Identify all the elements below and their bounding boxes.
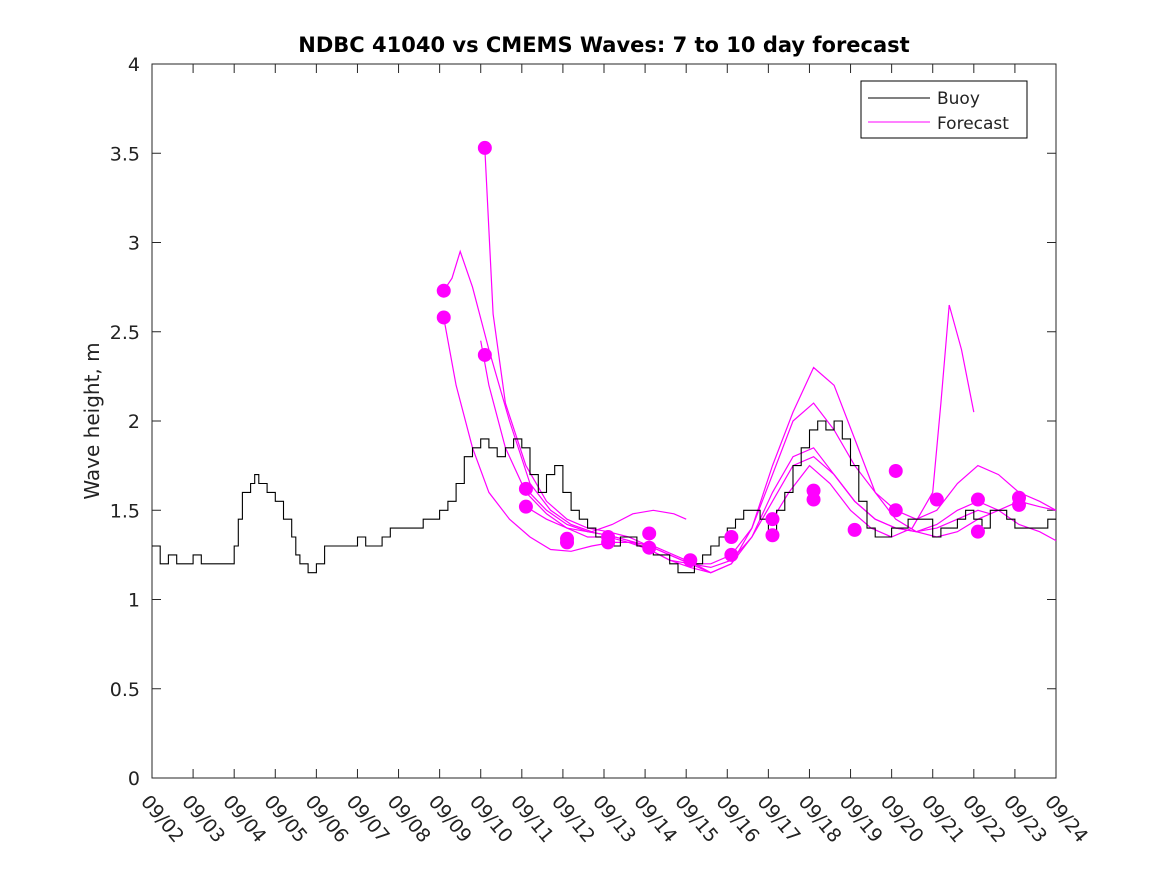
x-tick-label: 09/19: [835, 791, 887, 847]
forecast-series-line: [443, 317, 712, 574]
x-tick-label: 09/13: [588, 791, 640, 847]
forecast-marker: [436, 310, 451, 325]
forecast-marker: [642, 540, 657, 555]
forecast-marker: [518, 499, 533, 514]
x-tick-label: 09/16: [711, 791, 763, 847]
legend-label-buoy: Buoy: [937, 89, 980, 109]
forecast-series-line: [484, 147, 1057, 565]
forecast-marker: [477, 140, 492, 155]
x-tick-label: 09/14: [629, 791, 681, 847]
forecast-marker: [601, 535, 616, 550]
x-tick-label: 09/06: [301, 791, 353, 847]
x-tick-label: 09/24: [1040, 791, 1092, 847]
legend-box: [860, 80, 1028, 139]
x-tick-label: 09/11: [506, 791, 558, 847]
x-tick-label: 09/05: [259, 791, 311, 847]
forecast-marker: [436, 283, 451, 298]
forecast-marker: [970, 524, 985, 539]
y-tick-label: 2.5: [110, 322, 140, 344]
x-tick-label: 09/04: [218, 791, 270, 847]
y-tick-label: 1.5: [110, 500, 140, 522]
x-tick-label: 09/23: [999, 791, 1051, 847]
x-tick-label: 09/22: [958, 791, 1010, 847]
x-tick-label: 09/20: [876, 791, 928, 847]
x-tick-label: 09/17: [753, 791, 805, 847]
forecast-marker: [724, 547, 739, 562]
x-tick-label: 09/18: [794, 791, 846, 847]
x-tick-label: 09/09: [424, 791, 476, 847]
legend-label-forecast: Forecast: [937, 114, 1009, 134]
forecast-marker: [888, 463, 903, 478]
forecast-marker: [765, 512, 780, 527]
chart-title: NDBC 41040 vs CMEMS Waves: 7 to 10 day f…: [298, 33, 909, 57]
forecast-marker: [847, 522, 862, 537]
legend: Buoy Forecast: [860, 80, 1028, 139]
y-tick-label: 1: [128, 590, 140, 612]
x-tick-label: 09/08: [383, 791, 435, 847]
x-tick-label: 09/15: [670, 791, 722, 847]
forecast-marker: [518, 481, 533, 496]
buoy-series-line: [152, 420, 1056, 574]
y-tick-label: 0: [128, 768, 140, 790]
forecast-marker: [970, 492, 985, 507]
x-tick-label: 09/12: [547, 791, 599, 847]
forecast-marker: [724, 530, 739, 545]
y-tick-label: 3: [128, 233, 140, 255]
y-tick-label: 4: [128, 54, 140, 76]
y-tick-label: 3.5: [110, 143, 140, 165]
y-axis-label: Wave height, m: [80, 342, 104, 499]
y-tick-label: 2: [128, 411, 140, 433]
forecast-marker: [683, 553, 698, 568]
x-tick-label: 09/02: [136, 791, 188, 847]
forecast-marker: [477, 347, 492, 362]
forecast-series-line: [443, 249, 687, 533]
forecast-marker: [642, 526, 657, 541]
y-tick-label: 0.5: [110, 679, 140, 701]
x-tick-label: 09/07: [342, 791, 394, 847]
x-tick-label: 09/10: [465, 791, 517, 847]
x-tick-label: 09/21: [917, 791, 969, 847]
forecast-marker: [765, 528, 780, 543]
forecast-marker: [1012, 497, 1027, 512]
forecast-marker: [560, 535, 575, 550]
forecast-marker: [929, 492, 944, 507]
x-tick-label: 09/03: [177, 791, 229, 847]
plot-axes: 00.511.522.533.5409/0209/0309/0409/0509/…: [110, 54, 1092, 847]
plot-frame: [151, 63, 1057, 779]
forecast-series-line: [480, 340, 1057, 574]
forecast-marker: [888, 503, 903, 518]
forecast-marker: [806, 492, 821, 507]
